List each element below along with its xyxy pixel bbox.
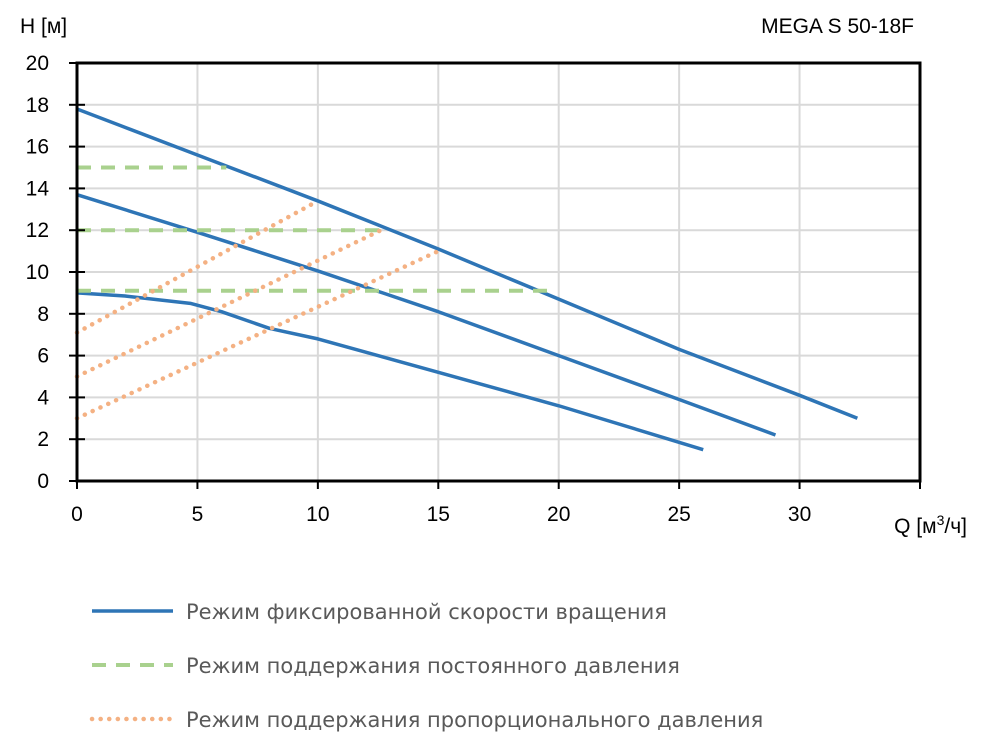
y-tick-label: 0 [37,470,49,493]
y-tick-label: 16 [26,136,49,159]
grid [77,62,920,481]
proportional-pressure-line [74,225,388,379]
x-tick-label: 5 [192,503,204,526]
x-tick-label: 30 [788,503,811,526]
legend-label: Режим фиксированной скорости вращения [186,600,667,624]
fixed-speed-curve [76,192,777,437]
x-tick-label: 15 [427,503,450,526]
ticks: 0 5 10 15 20 25 30 0 2 4 6 8 10 12 14 16 18 20 [26,52,921,526]
legend-label: Режим поддержания постоянного давления [186,654,680,678]
x-axis-label: Q [м3/ч] [894,512,967,538]
y-tick-label: 8 [37,303,49,326]
proportional-pressure-line [74,248,441,421]
y-tick-label: 10 [26,261,49,284]
legend: Режим фиксированной скорости вращения Реж… [89,600,763,732]
fixed-speed-curve [76,107,859,420]
y-tick-label: 14 [26,177,50,200]
y-tick-label: 4 [37,386,49,409]
chart-title: MEGA S 50-18F [761,15,914,38]
x-tick-label: 20 [547,503,570,526]
series-layer [74,107,859,452]
y-tick-label: 18 [26,94,49,117]
y-tick-label: 6 [37,345,49,368]
y-axis-label: H [м] [20,15,67,38]
y-tick-label: 12 [26,219,49,242]
y-tick-label: 2 [37,428,49,451]
legend-label: Режим поддержания пропорционального давл… [186,708,763,732]
y-tick-label: 20 [26,52,49,75]
x-tick-label: 0 [71,503,83,526]
proportional-pressure-line [74,198,321,335]
fixed-speed-curve [76,291,704,452]
x-tick-label: 10 [306,503,329,526]
x-tick-label: 25 [667,503,690,526]
